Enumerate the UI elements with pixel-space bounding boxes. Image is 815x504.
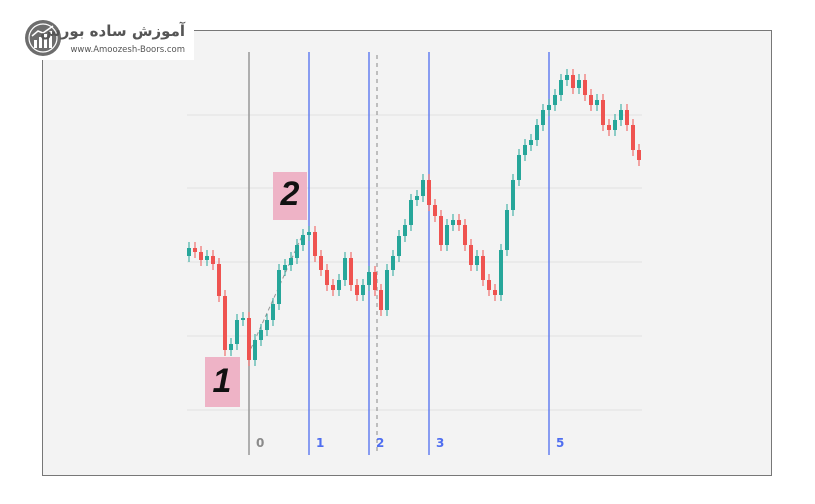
candle-body xyxy=(217,264,221,296)
candle-body xyxy=(589,95,593,105)
candle-body xyxy=(235,320,239,344)
candle-body xyxy=(427,180,431,205)
candle-body xyxy=(523,145,527,155)
fib-zone-label: 2 xyxy=(376,436,384,450)
candle-body xyxy=(493,290,497,295)
candle-body xyxy=(505,210,509,250)
candle-body xyxy=(535,125,539,140)
candle-body xyxy=(583,80,587,95)
logo-title: آموزش ساده بورس xyxy=(40,22,186,40)
candle-body xyxy=(553,95,557,105)
candle-body xyxy=(253,340,257,360)
candle-body xyxy=(301,235,305,245)
candle-body xyxy=(229,344,233,350)
candle-body xyxy=(457,220,461,225)
candle-body xyxy=(487,280,491,290)
candle-body xyxy=(415,196,419,200)
fib-zone-label: 0 xyxy=(256,436,264,450)
candle-body xyxy=(571,75,575,88)
candle-body xyxy=(607,125,611,130)
candle-body xyxy=(331,285,335,290)
candle-body xyxy=(199,252,203,260)
candle-body xyxy=(409,200,413,225)
candle-body xyxy=(283,265,287,270)
frame xyxy=(42,30,772,476)
candle-body xyxy=(367,272,371,285)
candle-body xyxy=(511,180,515,210)
candle-body xyxy=(205,256,209,260)
candle-body xyxy=(193,248,197,252)
candle-body xyxy=(517,155,521,180)
candle-body xyxy=(445,225,449,245)
candle-body xyxy=(271,304,275,320)
logo-url: www.Amoozesh-Boors.com xyxy=(70,45,185,55)
candle-body xyxy=(379,290,383,310)
candle-body xyxy=(433,205,437,216)
candle-body xyxy=(343,258,347,280)
candle-body xyxy=(469,245,473,265)
candle-body xyxy=(361,285,365,295)
candle-body xyxy=(325,270,329,285)
candle-body xyxy=(403,225,407,236)
candle-body xyxy=(541,110,545,125)
candle-body xyxy=(529,140,533,145)
candle-body xyxy=(313,232,317,256)
candle-body xyxy=(223,296,227,350)
candle-body xyxy=(385,270,389,310)
candle-body xyxy=(577,80,581,88)
candle-body xyxy=(295,245,299,258)
candle-body xyxy=(259,330,263,340)
candle-body xyxy=(625,110,629,125)
candle-body xyxy=(349,258,353,285)
candle-body xyxy=(499,250,503,295)
candle-body xyxy=(601,100,605,125)
fib-zone-label: 5 xyxy=(556,436,564,450)
candle-body xyxy=(421,180,425,196)
candle-body xyxy=(319,256,323,270)
logo-icon xyxy=(25,20,61,56)
annotation-box xyxy=(273,172,307,220)
candle-body xyxy=(439,216,443,245)
candle-body xyxy=(637,150,641,160)
candle-body xyxy=(391,256,395,270)
candle-body xyxy=(475,256,479,265)
candle-body xyxy=(559,80,563,95)
candle-body xyxy=(565,75,569,80)
annotation: 1 xyxy=(213,362,232,400)
fib-zone-label: 3 xyxy=(436,436,444,450)
candle-body xyxy=(595,100,599,105)
candle-body xyxy=(355,285,359,295)
candle-body xyxy=(277,270,281,304)
candle-body xyxy=(619,110,623,120)
candle-body xyxy=(265,320,269,330)
candle-body xyxy=(373,272,377,290)
candle-body xyxy=(307,232,311,235)
candle-body xyxy=(451,220,455,225)
annotation-box xyxy=(205,357,240,407)
fib-zone-label: 1 xyxy=(316,436,324,450)
candle-body xyxy=(241,318,245,320)
candle-body xyxy=(211,256,215,264)
candle-body xyxy=(463,225,467,245)
candle-body xyxy=(397,236,401,256)
candle-body xyxy=(631,125,635,150)
trend-line xyxy=(247,235,303,356)
candle-body xyxy=(547,105,551,110)
candle-body xyxy=(481,256,485,280)
candle-body xyxy=(337,280,341,290)
candle-body xyxy=(247,318,251,360)
candle-body xyxy=(613,120,617,130)
annotation: 2 xyxy=(280,175,300,213)
candle-body xyxy=(187,248,191,256)
candle-body xyxy=(289,258,293,265)
